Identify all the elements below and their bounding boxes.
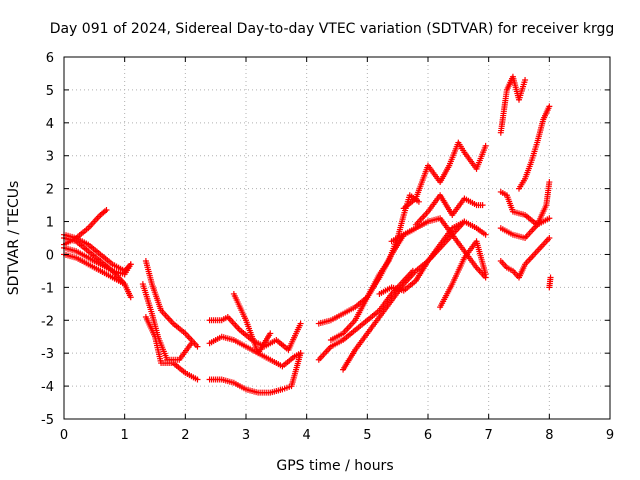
data-points bbox=[61, 73, 554, 396]
y-tick-label: -1 bbox=[41, 281, 54, 296]
series-arc-25 bbox=[497, 179, 553, 241]
y-tick-label: 2 bbox=[46, 183, 54, 198]
series-arc-13 bbox=[315, 267, 416, 363]
data-point-marker bbox=[546, 179, 553, 186]
plot-frame bbox=[63, 56, 611, 420]
series-arc-8 bbox=[142, 313, 201, 383]
y-tick-label: -4 bbox=[41, 380, 54, 395]
series-arc-5 bbox=[61, 251, 128, 288]
data-point-marker bbox=[482, 271, 489, 278]
y-tick-label: 3 bbox=[46, 150, 54, 165]
x-tick-label: 9 bbox=[606, 428, 614, 443]
y-axis-label: SDTVAR / TECUs bbox=[6, 181, 22, 296]
grid-lines bbox=[64, 57, 610, 419]
axis-ticks: 0 1 2 3 4 5 6 7 8 9 -5 -4 -3 -2 -1 0 1 2 3 4 5 6 bbox=[41, 51, 614, 443]
data-point-marker bbox=[194, 343, 201, 350]
x-tick-label: 6 bbox=[424, 428, 432, 443]
y-tick-label: 6 bbox=[46, 51, 54, 66]
series-arc-4 bbox=[61, 244, 134, 278]
x-tick-label: 0 bbox=[60, 428, 68, 443]
data-point-marker bbox=[482, 142, 489, 149]
data-point-marker bbox=[127, 261, 134, 268]
series-arc-21 bbox=[437, 238, 489, 311]
data-point-marker bbox=[479, 202, 486, 209]
data-point-marker bbox=[546, 235, 553, 241]
x-tick-label: 1 bbox=[121, 428, 129, 443]
data-point-marker bbox=[415, 198, 422, 205]
series-arc-19 bbox=[400, 139, 489, 212]
series-arc-12 bbox=[230, 290, 274, 357]
series-arc-18 bbox=[388, 215, 489, 281]
y-tick-label: -2 bbox=[41, 314, 54, 329]
data-point-marker bbox=[188, 340, 195, 347]
data-point-marker bbox=[547, 274, 554, 281]
y-tick-label: -3 bbox=[41, 347, 54, 362]
x-tick-label: 7 bbox=[485, 428, 493, 443]
x-tick-label: 4 bbox=[303, 428, 311, 443]
data-point-marker bbox=[297, 320, 304, 327]
series-arc-20 bbox=[412, 192, 486, 228]
data-point-marker bbox=[522, 77, 529, 84]
series-arc-3 bbox=[61, 235, 134, 301]
data-point-marker bbox=[482, 231, 489, 238]
series-arc-27 bbox=[546, 274, 554, 291]
series-arc-6 bbox=[142, 258, 201, 350]
data-point-marker bbox=[103, 207, 110, 214]
y-tick-label: -5 bbox=[41, 413, 54, 428]
data-point-marker bbox=[194, 376, 201, 383]
x-tick-label: 8 bbox=[545, 428, 553, 443]
series-arc-22 bbox=[497, 73, 529, 136]
y-tick-label: 0 bbox=[46, 248, 54, 263]
y-tick-label: 4 bbox=[46, 117, 54, 132]
data-point-marker bbox=[546, 103, 553, 110]
series-arc-9 bbox=[206, 350, 304, 396]
x-tick-label: 3 bbox=[242, 428, 250, 443]
series-arc-26 bbox=[497, 235, 553, 281]
data-point-marker bbox=[546, 215, 553, 222]
series-arc-17 bbox=[376, 218, 489, 297]
y-tick-label: 1 bbox=[46, 216, 54, 231]
series-arc-23 bbox=[516, 103, 553, 192]
data-point-marker bbox=[127, 294, 134, 301]
x-tick-label: 2 bbox=[181, 428, 189, 443]
x-axis-label: GPS time / hours bbox=[276, 458, 393, 474]
chart-title: Day 091 of 2024, Sidereal Day-to-day VTE… bbox=[50, 21, 615, 37]
y-tick-label: 5 bbox=[46, 84, 54, 99]
data-point-marker bbox=[121, 281, 128, 288]
x-tick-label: 5 bbox=[363, 428, 371, 443]
data-point-marker bbox=[297, 350, 304, 357]
data-point-marker bbox=[267, 330, 274, 337]
